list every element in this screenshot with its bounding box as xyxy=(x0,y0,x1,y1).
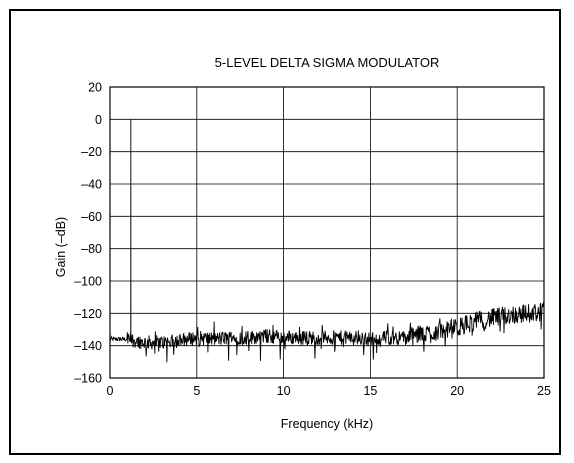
x-tick-label: 0 xyxy=(107,384,114,398)
series-group xyxy=(109,119,545,363)
y-tick-label: –140 xyxy=(74,339,102,353)
x-tick-label: 25 xyxy=(537,384,551,398)
x-tick-label: 20 xyxy=(450,384,464,398)
y-tick-label: –60 xyxy=(81,210,102,224)
y-tick-label: –160 xyxy=(74,372,102,386)
y-tick-label: –100 xyxy=(74,275,102,289)
y-tick-label: –120 xyxy=(74,307,102,321)
y-axis-label: Gain (–dB) xyxy=(54,217,68,277)
x-tick-label: 10 xyxy=(277,384,291,398)
y-tick-label: –40 xyxy=(81,178,102,192)
x-tick-label: 15 xyxy=(363,384,377,398)
spectrum-line xyxy=(109,119,545,363)
x-axis-label: Frequency (kHz) xyxy=(281,417,373,431)
y-tick-label: –20 xyxy=(81,145,102,159)
tick-labels: 20 0 –20 –40 –60 –80 –100 –120 –140 –160 0 5 10 15 20 2… xyxy=(74,81,551,399)
y-tick-label: 20 xyxy=(88,81,102,95)
chart-title: 5-LEVEL DELTA SIGMA MODULATOR xyxy=(215,55,440,70)
grid xyxy=(109,86,545,379)
chart-frame xyxy=(9,9,561,455)
x-tick-label: 5 xyxy=(193,384,200,398)
y-tick-label: –80 xyxy=(81,242,102,256)
y-tick-label: 0 xyxy=(95,113,102,127)
plot-border xyxy=(109,86,545,379)
